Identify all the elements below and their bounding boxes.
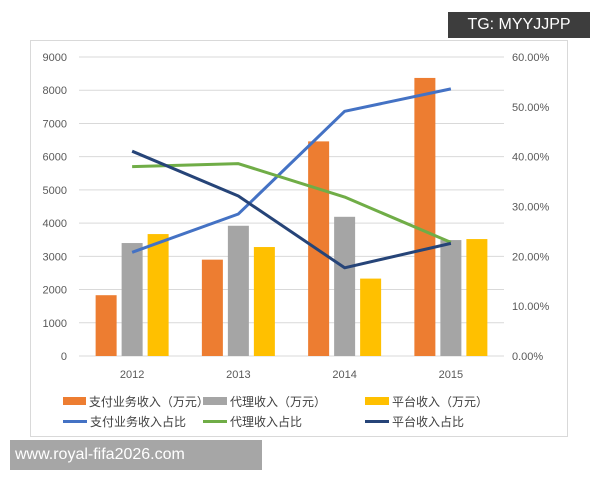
bar-1-2015 (440, 240, 462, 356)
bar-0-2012 (95, 295, 117, 356)
bar-1-2013 (227, 225, 249, 356)
y-tick-label: 3000 (43, 251, 67, 263)
legend-swatch (203, 419, 227, 423)
bar-2-2015 (466, 239, 488, 356)
y2-tick-label: 20.00% (512, 251, 550, 263)
legend-item: 支付业务收入占比 (63, 413, 203, 430)
bar-2-2012 (147, 234, 169, 356)
legend-item: 代理收入（万元） (203, 393, 343, 410)
legend-swatch (365, 419, 389, 423)
legend-item: 代理收入占比 (203, 413, 343, 430)
y2-tick-label: 10.00% (512, 301, 550, 313)
watermark: www.royal-fifa2026.com (10, 440, 262, 470)
legend-label: 代理收入（万元） (230, 394, 327, 409)
legend-label: 支付业务收入占比 (90, 414, 187, 429)
y2-tick-label: 60.00% (512, 52, 550, 64)
y-tick-label: 4000 (43, 218, 67, 230)
legend: 支付业务收入（万元） 代理收入（万元） 平台收入（万元） 支付业务收入占比 代理收入占… (63, 391, 543, 431)
y2-tick-label: 0.00% (512, 351, 543, 363)
tg-label: TG: MYYJJPP (448, 12, 590, 38)
bar-2-2013 (253, 247, 275, 356)
bar-1-2014 (334, 216, 356, 356)
y2-tick-label: 30.00% (512, 202, 550, 214)
legend-label: 平台收入占比 (392, 414, 465, 429)
y-tick-label: 8000 (43, 85, 67, 97)
legend-label: 代理收入占比 (230, 414, 303, 429)
line-series-2 (131, 149, 452, 270)
y-tick-label: 5000 (43, 185, 67, 197)
x-tick-label: 2014 (332, 369, 356, 381)
x-tick-label: 2013 (226, 369, 250, 381)
combo-chart: 0 1000 2000 3000 4000 5000 6000 7000 8000 9000 0.0… (43, 52, 550, 381)
legend-swatch (203, 397, 227, 405)
legend-label: 平台收入（万元） (392, 394, 489, 409)
legend-item: 平台收入（万元） (365, 393, 488, 410)
x-tick-label: 2012 (120, 369, 144, 381)
y2-tick-label: 40.00% (512, 152, 550, 164)
bar-1-2012 (121, 243, 143, 356)
y-tick-label: 1000 (43, 318, 67, 330)
legend-item: 支付业务收入（万元） (63, 393, 209, 410)
legend-swatch (365, 397, 389, 405)
y-tick-label: 2000 (43, 285, 67, 297)
bar-0-2013 (201, 259, 223, 356)
y-tick-label: 7000 (43, 118, 67, 130)
y-tick-label: 6000 (43, 152, 67, 164)
x-tick-label: 2015 (439, 369, 463, 381)
legend-item: 平台收入占比 (365, 413, 464, 430)
legend-label: 支付业务收入（万元） (88, 394, 209, 409)
y-tick-label: 9000 (43, 52, 67, 64)
bar-0-2015 (414, 77, 436, 357)
y2-tick-label: 50.00% (512, 102, 550, 114)
bar-2-2014 (360, 278, 382, 356)
legend-swatch (63, 397, 86, 405)
legend-swatch (63, 419, 87, 423)
y-tick-label: 0 (61, 351, 67, 363)
line-series-0 (131, 87, 452, 254)
chart-frame: 0 1000 2000 3000 4000 5000 6000 7000 8000 9000 0.0… (30, 40, 568, 437)
line-series-1 (132, 162, 452, 244)
